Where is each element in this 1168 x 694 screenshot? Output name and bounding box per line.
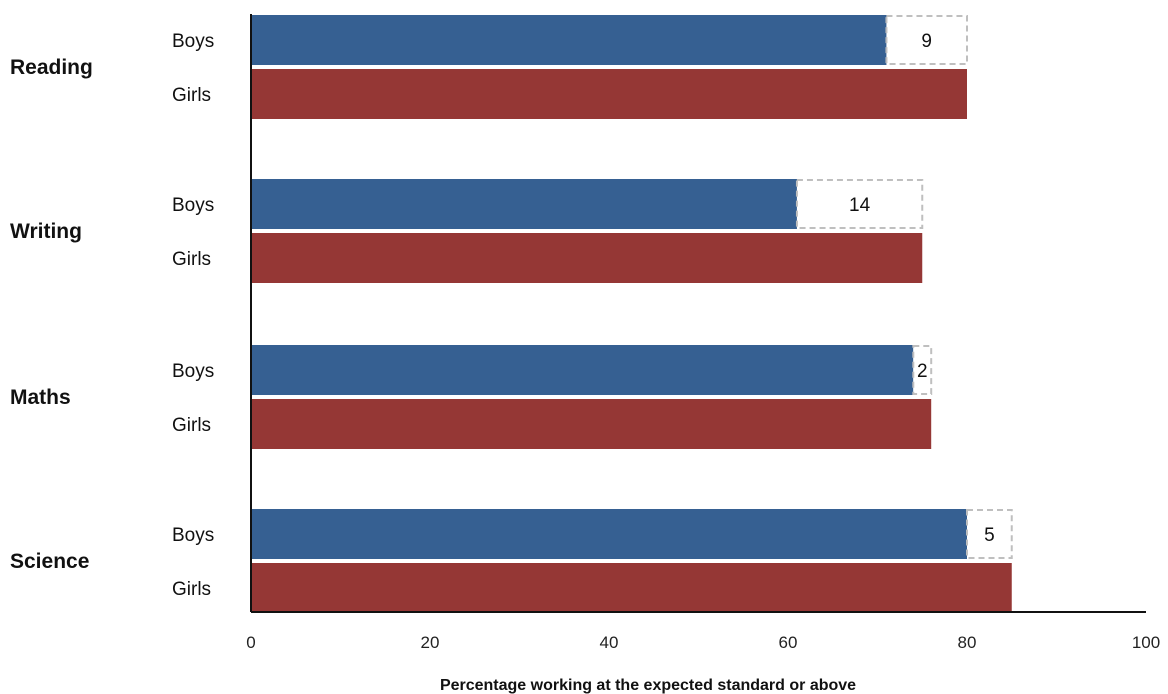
girls-label: Girls [172, 85, 211, 106]
girls-label: Girls [172, 249, 211, 270]
gap-box [885, 15, 969, 65]
bar-boys [251, 15, 887, 65]
bar-boys [251, 345, 914, 395]
x-axis-label: Percentage working at the expected stand… [440, 677, 856, 694]
category-label: Writing [10, 220, 82, 243]
x-tick-label: 0 [246, 633, 255, 652]
gap-box [795, 179, 924, 229]
x-tick-label: 80 [958, 633, 977, 652]
category-label: Science [10, 550, 89, 573]
x-tick-label: 60 [779, 633, 798, 652]
x-tick-label: 40 [600, 633, 619, 652]
gap-box [966, 509, 1013, 559]
girls-label: Girls [172, 415, 211, 436]
boys-label: Boys [172, 195, 214, 216]
boys-label: Boys [172, 525, 214, 546]
girls-label: Girls [172, 579, 211, 600]
boys-label: Boys [172, 31, 214, 52]
category-label: Reading [10, 56, 93, 79]
gap-label: 2 [917, 361, 928, 382]
bar-boys [251, 509, 967, 559]
gap-label: 9 [921, 31, 932, 52]
bar-girls [251, 563, 1012, 613]
gap-label: 5 [984, 525, 995, 546]
bar-girls [251, 69, 967, 119]
boys-label: Boys [172, 361, 214, 382]
category-label: Maths [10, 386, 71, 409]
gap-box [912, 345, 933, 395]
bar-boys [251, 179, 797, 229]
gap-label: 14 [849, 195, 871, 216]
bar-girls [251, 233, 923, 283]
bar-girls [251, 399, 932, 449]
x-tick-label: 100 [1132, 633, 1160, 652]
x-tick-label: 20 [421, 633, 440, 652]
